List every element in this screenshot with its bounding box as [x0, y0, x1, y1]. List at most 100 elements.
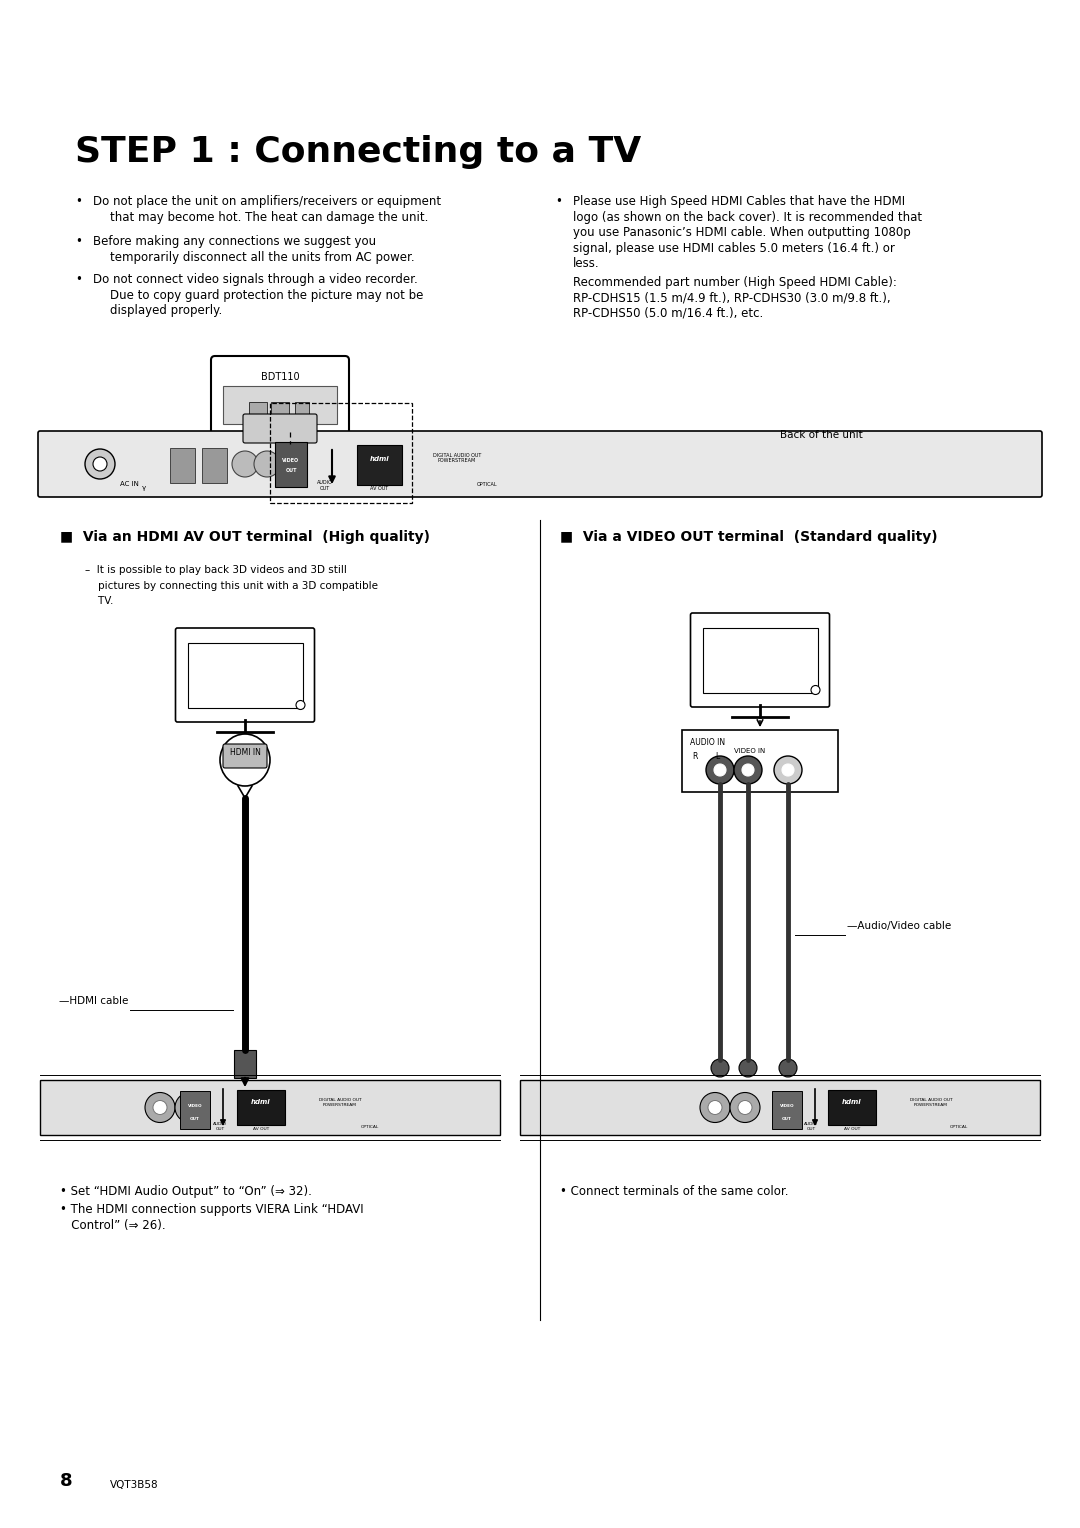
Bar [237, 1089, 285, 1125]
Bar [683, 730, 837, 792]
Text: pictures by connecting this unit with a 3D compatible: pictures by connecting this unit with a … [85, 581, 378, 590]
FancyBboxPatch shape [222, 744, 267, 769]
Text: AUDIO
OUT: AUDIO OUT [318, 480, 333, 490]
Text: VIDEO: VIDEO [188, 1105, 202, 1108]
Text: AUDIO
OUT: AUDIO OUT [213, 1123, 227, 1131]
Circle shape [145, 1093, 175, 1123]
Text: signal, please use HDMI cables 5.0 meters (16.4 ft.) or: signal, please use HDMI cables 5.0 meter… [573, 241, 895, 255]
Text: TV.: TV. [85, 596, 113, 607]
Text: •: • [75, 235, 82, 248]
Text: Back of the unit: Back of the unit [780, 429, 863, 440]
Circle shape [739, 1059, 757, 1077]
FancyBboxPatch shape [211, 356, 349, 435]
Text: hdmi: hdmi [252, 1099, 271, 1105]
Bar [357, 445, 402, 484]
Text: •: • [75, 196, 82, 208]
Circle shape [183, 1100, 197, 1114]
Circle shape [296, 700, 305, 709]
FancyBboxPatch shape [38, 431, 1042, 497]
Text: OPTICAL: OPTICAL [476, 481, 497, 487]
Text: VIDEO IN: VIDEO IN [734, 749, 766, 753]
Circle shape [730, 1093, 760, 1123]
Circle shape [711, 1059, 729, 1077]
Text: • The HDMI connection supports VIERA Link “HDAVI: • The HDMI connection supports VIERA Lin… [60, 1204, 364, 1216]
Circle shape [811, 686, 820, 695]
Circle shape [734, 756, 762, 784]
Text: DIGITAL AUDIO OUT
POWERSTREAM: DIGITAL AUDIO OUT POWERSTREAM [433, 452, 482, 463]
Circle shape [706, 756, 734, 784]
Text: OUT: OUT [190, 1117, 200, 1122]
Bar [295, 402, 309, 419]
Circle shape [232, 451, 258, 477]
FancyBboxPatch shape [690, 613, 829, 707]
Text: less.: less. [573, 257, 599, 270]
Circle shape [85, 449, 114, 478]
Bar [270, 403, 411, 503]
Text: RP-CDHS15 (1.5 m/4.9 ft.), RP-CDHS30 (3.0 m/9.8 ft.),: RP-CDHS15 (1.5 m/4.9 ft.), RP-CDHS30 (3.… [573, 292, 891, 304]
Text: OUT: OUT [285, 468, 297, 474]
Text: Due to copy guard protection the picture may not be: Due to copy guard protection the picture… [110, 289, 423, 301]
FancyBboxPatch shape [243, 414, 318, 443]
Circle shape [254, 451, 280, 477]
Ellipse shape [220, 733, 270, 785]
Circle shape [714, 764, 726, 776]
Bar [40, 1080, 500, 1135]
Text: STEP 1 : Connecting to a TV: STEP 1 : Connecting to a TV [75, 134, 642, 170]
Text: HDMI IN: HDMI IN [230, 747, 260, 756]
Circle shape [708, 1100, 723, 1114]
Text: OUT: OUT [782, 1117, 792, 1122]
Text: • Set “HDMI Audio Output” to “On” (⇒ 32).: • Set “HDMI Audio Output” to “On” (⇒ 32)… [60, 1186, 312, 1198]
Text: that may become hot. The heat can damage the unit.: that may become hot. The heat can damage… [110, 211, 429, 223]
FancyBboxPatch shape [175, 628, 314, 723]
Bar [828, 1089, 876, 1125]
Text: AV OUT: AV OUT [370, 486, 389, 490]
Text: hdmi: hdmi [842, 1099, 862, 1105]
Text: 8: 8 [60, 1471, 72, 1490]
Text: γ: γ [141, 484, 146, 490]
Text: ■  Via a VIDEO OUT terminal  (Standard quality): ■ Via a VIDEO OUT terminal (Standard qua… [561, 530, 937, 544]
Text: VIDEO: VIDEO [780, 1105, 794, 1108]
Text: AUDIO
OUT: AUDIO OUT [804, 1123, 818, 1131]
Text: temporarily disconnect all the units from AC power.: temporarily disconnect all the units fro… [110, 251, 415, 263]
Circle shape [93, 457, 107, 471]
Circle shape [779, 1059, 797, 1077]
Text: R: R [692, 752, 698, 761]
Text: you use Panasonic’s HDMI cable. When outputting 1080p: you use Panasonic’s HDMI cable. When out… [573, 226, 910, 238]
Text: —HDMI cable: —HDMI cable [58, 996, 129, 1005]
Bar [234, 1050, 256, 1077]
Circle shape [774, 756, 802, 784]
Text: L: L [715, 752, 719, 761]
Text: BDT110: BDT110 [260, 371, 299, 382]
Text: DIGITAL AUDIO OUT
POWERSTREAM: DIGITAL AUDIO OUT POWERSTREAM [319, 1099, 362, 1106]
Circle shape [153, 1100, 167, 1114]
Bar [170, 448, 195, 483]
Text: Do not place the unit on amplifiers/receivers or equipment: Do not place the unit on amplifiers/rece… [93, 196, 441, 208]
Text: OPTICAL: OPTICAL [950, 1125, 968, 1129]
Text: Please use High Speed HDMI Cables that have the HDMI: Please use High Speed HDMI Cables that h… [573, 196, 905, 208]
Text: DIGITAL AUDIO OUT
POWERSTREAM: DIGITAL AUDIO OUT POWERSTREAM [909, 1099, 953, 1106]
Text: • Connect terminals of the same color.: • Connect terminals of the same color. [561, 1186, 788, 1198]
Bar [772, 1091, 802, 1129]
Text: hdmi: hdmi [369, 455, 389, 461]
Circle shape [742, 764, 754, 776]
Circle shape [782, 764, 794, 776]
Circle shape [175, 1093, 205, 1123]
Text: VQT3B58: VQT3B58 [110, 1481, 159, 1490]
Text: Before making any connections we suggest you: Before making any connections we suggest… [93, 235, 376, 248]
Text: ■  Via an HDMI AV OUT terminal  (High quality): ■ Via an HDMI AV OUT terminal (High qual… [60, 530, 430, 544]
Bar [702, 628, 818, 694]
Text: •: • [75, 274, 82, 286]
Text: AUDIO IN: AUDIO IN [690, 738, 726, 747]
Bar [275, 442, 307, 487]
Text: –  It is possible to play back 3D videos and 3D still: – It is possible to play back 3D videos … [85, 565, 347, 575]
Text: Do not connect video signals through a video recorder.: Do not connect video signals through a v… [93, 274, 418, 286]
Bar [222, 387, 337, 423]
Text: •: • [555, 196, 562, 208]
Text: AV OUT: AV OUT [253, 1128, 269, 1131]
Bar [519, 1080, 1040, 1135]
Circle shape [738, 1100, 752, 1114]
Bar [271, 402, 289, 419]
Text: RP-CDHS50 (5.0 m/16.4 ft.), etc.: RP-CDHS50 (5.0 m/16.4 ft.), etc. [573, 307, 764, 319]
Text: AC IN: AC IN [120, 481, 139, 487]
Text: logo (as shown on the back cover). It is recommended that: logo (as shown on the back cover). It is… [573, 211, 922, 223]
